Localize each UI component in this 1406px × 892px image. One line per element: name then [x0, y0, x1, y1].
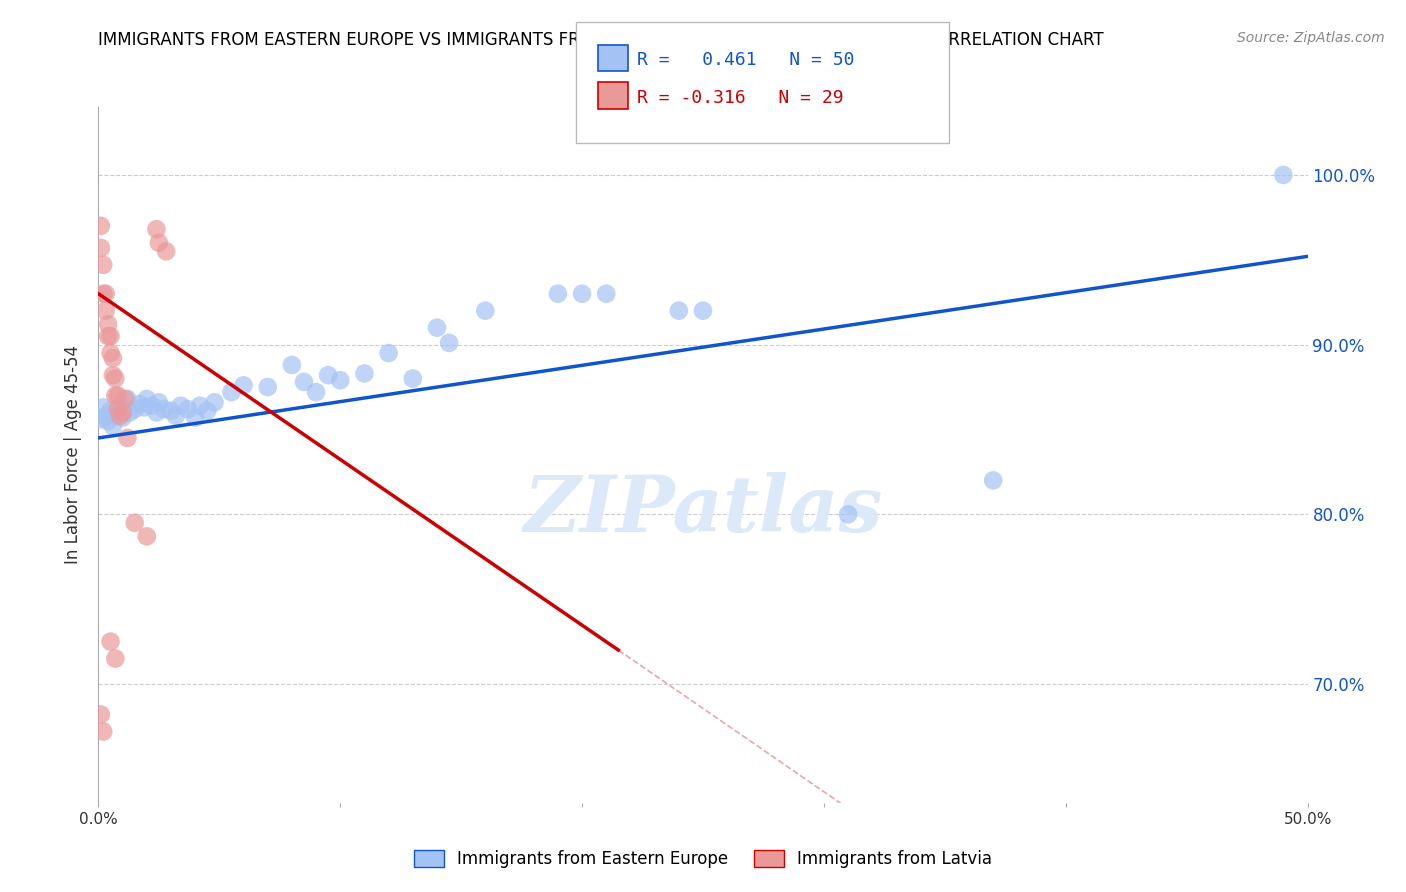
Point: [94, 409, 117, 423]
Point: [134, 401, 156, 415]
Point: [571, 286, 593, 301]
Point: [141, 399, 163, 413]
Point: [547, 286, 569, 301]
Point: [90, 219, 112, 233]
Point: [97, 414, 120, 428]
Text: Source: ZipAtlas.com: Source: ZipAtlas.com: [1237, 31, 1385, 45]
Point: [117, 431, 139, 445]
Point: [981, 474, 1004, 488]
Point: [91, 401, 114, 415]
Point: [595, 286, 617, 301]
Point: [101, 351, 124, 366]
Point: [108, 409, 131, 423]
Point: [104, 651, 127, 665]
Point: [101, 419, 124, 434]
Point: [117, 392, 139, 406]
Point: [104, 409, 127, 423]
Point: [1272, 168, 1295, 182]
Point: [160, 404, 183, 418]
Point: [152, 402, 174, 417]
Point: [292, 375, 315, 389]
Point: [837, 508, 859, 522]
Point: [316, 368, 339, 383]
Legend: Immigrants from Eastern Europe, Immigrants from Latvia: Immigrants from Eastern Europe, Immigran…: [408, 843, 998, 874]
Point: [232, 378, 254, 392]
Point: [474, 303, 496, 318]
Point: [124, 516, 146, 530]
Point: [107, 388, 129, 402]
Point: [94, 286, 117, 301]
Point: [114, 392, 136, 406]
Point: [91, 724, 114, 739]
Point: [90, 707, 112, 722]
Point: [377, 346, 399, 360]
Point: [329, 373, 352, 387]
Point: [402, 371, 425, 385]
Point: [94, 303, 117, 318]
Point: [107, 402, 129, 417]
Point: [97, 329, 120, 343]
Point: [97, 318, 120, 332]
Point: [165, 409, 187, 423]
Point: [90, 412, 112, 426]
Point: [118, 405, 141, 419]
Point: [91, 258, 114, 272]
Point: [145, 222, 167, 236]
Point: [437, 335, 460, 350]
Point: [135, 392, 157, 406]
Point: [305, 385, 328, 400]
Point: [148, 235, 170, 250]
Y-axis label: In Labor Force | Age 45-54: In Labor Force | Age 45-54: [65, 345, 83, 565]
Point: [692, 303, 714, 318]
Point: [426, 320, 449, 334]
Point: [100, 329, 122, 343]
Point: [148, 395, 170, 409]
Point: [107, 405, 129, 419]
Point: [108, 399, 131, 413]
Point: [101, 368, 124, 383]
Point: [128, 397, 150, 411]
Point: [668, 303, 690, 318]
Point: [169, 399, 191, 413]
Point: [91, 286, 114, 301]
Point: [281, 358, 304, 372]
Point: [90, 241, 112, 255]
Point: [100, 346, 122, 360]
Text: ZIPatlas: ZIPatlas: [523, 473, 883, 549]
Point: [221, 385, 243, 400]
Point: [104, 388, 127, 402]
Text: R = -0.316   N = 29: R = -0.316 N = 29: [637, 89, 844, 107]
Point: [256, 380, 278, 394]
Point: [204, 395, 226, 409]
Point: [188, 399, 211, 413]
Point: [177, 402, 200, 417]
Point: [100, 634, 122, 648]
Point: [111, 410, 134, 425]
Point: [155, 244, 177, 259]
Point: [104, 371, 127, 385]
Point: [135, 529, 157, 543]
Text: IMMIGRANTS FROM EASTERN EUROPE VS IMMIGRANTS FROM LATVIA IN LABOR FORCE | AGE 45: IMMIGRANTS FROM EASTERN EUROPE VS IMMIGR…: [98, 31, 1104, 49]
Point: [184, 410, 207, 425]
Point: [124, 402, 146, 417]
Point: [111, 405, 134, 419]
Point: [195, 404, 218, 418]
Point: [100, 404, 122, 418]
Point: [353, 367, 375, 381]
Text: R =   0.461   N = 50: R = 0.461 N = 50: [637, 51, 855, 69]
Point: [145, 405, 167, 419]
